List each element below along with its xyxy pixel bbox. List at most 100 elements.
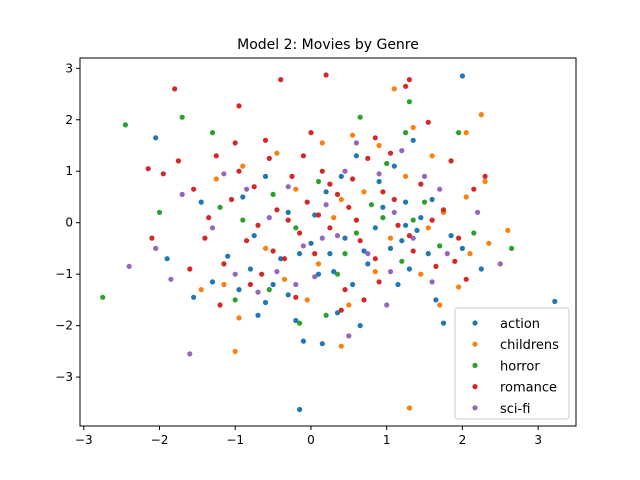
series-childrens <box>198 86 511 411</box>
point-childrens <box>482 178 488 185</box>
point-romance <box>297 230 303 236</box>
point-romance <box>262 137 269 143</box>
point-action <box>478 266 484 272</box>
point-romance <box>406 77 412 83</box>
point-romance <box>353 217 359 223</box>
point-action <box>293 317 299 324</box>
point-action <box>285 292 291 298</box>
series-sci-fi <box>126 140 503 357</box>
point-romance <box>425 119 431 125</box>
point-romance <box>429 217 435 223</box>
point-action <box>372 225 378 231</box>
point-horror <box>297 320 303 326</box>
point-horror <box>471 230 477 236</box>
point-action <box>262 299 269 306</box>
point-action <box>433 297 439 303</box>
point-childrens <box>486 240 492 246</box>
point-sci-fi <box>410 235 416 241</box>
point-romance <box>300 153 306 159</box>
point-action <box>331 269 337 275</box>
point-childrens <box>456 284 462 290</box>
point-sci-fi <box>475 209 481 215</box>
point-sci-fi <box>342 168 348 174</box>
point-romance <box>259 271 265 277</box>
point-sci-fi <box>232 271 238 277</box>
point-horror <box>323 312 329 318</box>
point-childrens <box>463 194 469 200</box>
point-romance <box>281 256 288 262</box>
point-action <box>376 178 382 185</box>
x-axis: −3 −2 −1 0 1 2 3 <box>75 426 542 447</box>
point-action <box>285 209 291 215</box>
point-childrens <box>406 405 412 411</box>
point-childrens <box>331 215 337 221</box>
point-childrens <box>274 150 280 156</box>
point-sci-fi <box>323 202 329 208</box>
point-childrens <box>463 130 469 136</box>
point-action <box>255 312 261 318</box>
point-romance <box>236 168 242 174</box>
point-horror <box>232 297 238 303</box>
point-sci-fi <box>187 351 193 357</box>
point-romance <box>145 166 151 172</box>
point-action <box>365 261 371 267</box>
point-horror <box>380 215 386 221</box>
point-horror <box>353 230 359 236</box>
point-action <box>406 266 412 272</box>
point-romance <box>274 207 280 213</box>
point-sci-fi <box>126 263 132 269</box>
point-childrens <box>387 235 394 241</box>
legend-label-horror: horror <box>500 359 540 374</box>
point-romance <box>206 215 212 221</box>
point-romance <box>327 181 333 187</box>
point-horror <box>100 294 106 300</box>
point-childrens <box>410 124 416 131</box>
point-horror <box>270 191 276 197</box>
point-sci-fi <box>168 276 174 282</box>
point-romance <box>278 77 284 83</box>
point-horror <box>293 225 299 231</box>
point-romance <box>406 233 412 239</box>
point-romance <box>350 176 356 182</box>
point-action <box>353 153 359 159</box>
point-childrens <box>315 261 322 267</box>
legend: action childrens horror romance sci-fi <box>454 307 570 420</box>
point-horror <box>217 204 223 210</box>
point-romance <box>191 186 197 192</box>
point-sci-fi <box>399 148 405 154</box>
y-tick-label: 1 <box>65 164 73 178</box>
point-horror <box>399 258 405 264</box>
point-romance <box>372 135 378 141</box>
point-horror <box>209 130 216 136</box>
point-action <box>319 341 325 347</box>
point-action <box>399 238 405 244</box>
point-sci-fi <box>179 191 185 197</box>
legend-marker-romance <box>472 384 478 390</box>
point-sci-fi <box>255 289 261 295</box>
point-action <box>315 271 322 277</box>
point-romance <box>338 307 344 313</box>
point-romance <box>391 196 397 203</box>
point-romance <box>266 155 272 161</box>
point-romance <box>315 212 322 218</box>
point-romance <box>456 235 462 241</box>
point-romance <box>213 153 219 159</box>
point-romance <box>482 173 488 179</box>
legend-marker-sci-fi <box>472 405 478 411</box>
point-sci-fi <box>421 173 428 179</box>
point-romance <box>312 251 318 257</box>
y-tick-label: 0 <box>65 216 73 230</box>
point-childrens <box>425 225 431 231</box>
point-horror <box>421 199 428 205</box>
plot-frame <box>79 57 577 427</box>
point-horror <box>437 243 443 249</box>
point-romance <box>403 83 409 89</box>
point-action <box>278 256 284 262</box>
point-action <box>429 196 435 203</box>
point-horror <box>357 114 363 120</box>
point-childrens <box>236 315 242 321</box>
point-sci-fi <box>437 186 443 192</box>
y-axis: −3 −2 −1 0 1 2 3 <box>55 61 80 384</box>
point-action <box>247 266 253 272</box>
